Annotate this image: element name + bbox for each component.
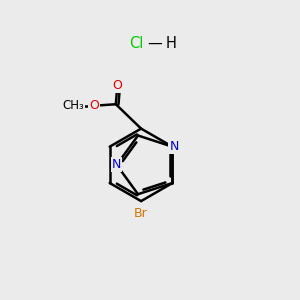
- Text: H: H: [165, 35, 176, 50]
- Text: Cl: Cl: [129, 35, 144, 50]
- Text: CH₃: CH₃: [62, 99, 84, 112]
- Text: O: O: [112, 79, 122, 92]
- Text: O: O: [89, 99, 99, 112]
- Text: Br: Br: [134, 207, 148, 220]
- Text: —: —: [147, 35, 162, 50]
- Text: N: N: [112, 158, 122, 171]
- Text: N: N: [169, 140, 179, 153]
